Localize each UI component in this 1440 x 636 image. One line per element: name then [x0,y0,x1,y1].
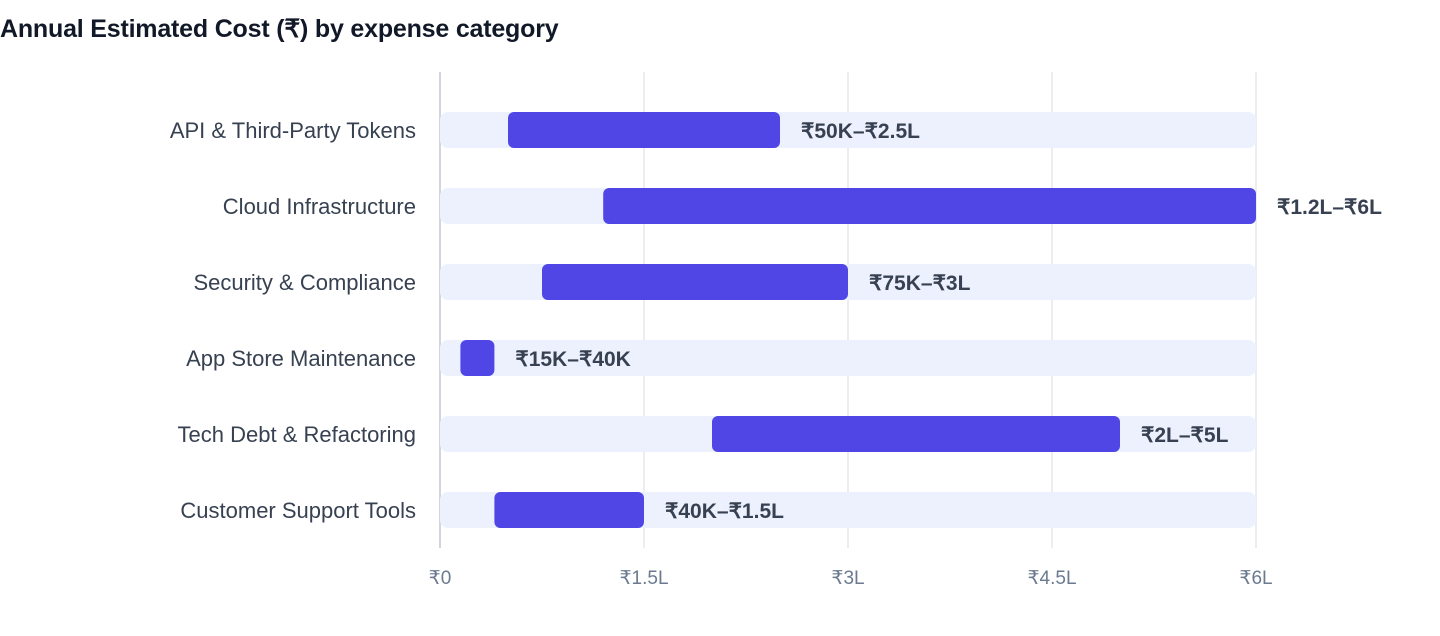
x-tick-label: ₹0 [429,568,452,589]
data-label: ₹40K–₹1.5L [665,500,784,523]
range-bar[interactable] [542,264,848,300]
data-label: ₹2L–₹5L [1141,424,1229,447]
x-tick-label: ₹6L [1239,568,1272,589]
x-tick-label: ₹4.5L [1027,568,1076,589]
category-label: Customer Support Tools [180,498,416,523]
data-label: ₹75K–₹3L [869,272,971,295]
range-bar[interactable] [460,340,495,376]
grid-lines [439,72,1257,548]
range-bar[interactable] [603,188,1256,224]
category-label: Cloud Infrastructure [223,194,416,219]
range-bar[interactable] [508,112,780,148]
range-bar[interactable] [712,416,1120,452]
chart-title: Annual Estimated Cost (₹) by expense cat… [0,15,559,43]
category-label: Tech Debt & Refactoring [178,422,416,447]
range-bars [460,112,1256,528]
x-tick-label: ₹3L [831,568,864,589]
data-label: ₹15K–₹40K [515,348,630,371]
labels: ₹0 ₹1.5L ₹3L ₹4.5L ₹6L API & Third-Party Toke… [170,118,1382,589]
x-tick-label: ₹1.5L [619,568,668,589]
category-label: Security & Compliance [193,270,416,295]
category-label: API & Third-Party Tokens [170,118,416,143]
category-label: App Store Maintenance [186,346,416,371]
data-label: ₹50K–₹2.5L [801,120,920,143]
data-label: ₹1.2L–₹6L [1277,196,1382,219]
range-bar[interactable] [494,492,644,528]
bar-track [440,340,1256,376]
